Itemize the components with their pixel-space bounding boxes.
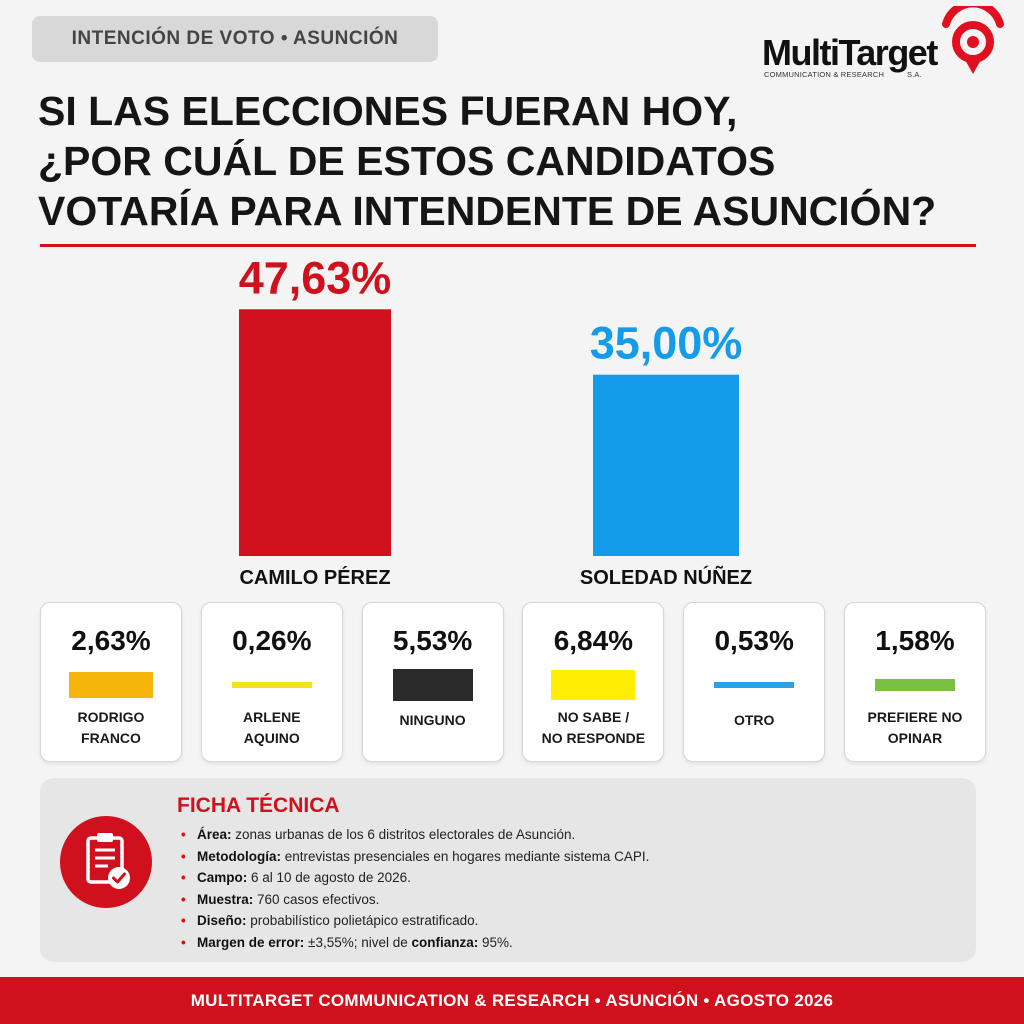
bar-0 — [239, 309, 391, 556]
option-label: PREFIERE NO OPINAR — [849, 707, 981, 749]
option-card: 5,53% NINGUNO — [361, 602, 504, 762]
option-color-swatch — [392, 669, 473, 701]
option-color-swatch — [551, 670, 636, 700]
option-label-line: OPINAR — [887, 730, 943, 746]
ficha-item: • Margen de error: ±3,55%; nivel de confi… — [181, 934, 513, 950]
bar-category-label: SOLEDAD NÚÑEZ — [580, 565, 752, 589]
option-label: NO SABE / NO RESPONDE — [527, 707, 659, 749]
option-label: OTRO — [688, 710, 820, 731]
bar-1 — [593, 374, 739, 556]
option-label-line: FRANCO — [81, 730, 141, 746]
ficha-item: • Diseño: probabilístico polietápico estr… — [181, 913, 479, 928]
bar-value-label: 47,63% — [239, 252, 392, 303]
option-value: 6,84% — [553, 625, 634, 656]
option-color-swatch — [875, 679, 955, 691]
option-card: 2,63% RODRIGO FRANCO — [40, 602, 182, 762]
option-card: 0,53% OTRO — [683, 602, 826, 762]
option-value: 5,53% — [392, 625, 473, 656]
other-options-cards: 2,63% RODRIGO FRANCO 0,26% ARLENE AQUINO 5,53%… — [40, 602, 986, 762]
option-color-swatch — [231, 682, 312, 688]
question-line: VOTARÍA PARA INTENDENTE DE ASUNCIÓN? — [38, 188, 937, 234]
option-card: 1,58% PREFIERE NO OPINAR — [844, 602, 986, 762]
option-label: RODRIGO FRANCO — [45, 707, 177, 749]
title-divider — [40, 244, 976, 247]
multitarget-logo: MultiTarget COMMUNICATION & RESEARCH S.A… — [760, 6, 1010, 80]
option-color-swatch — [69, 672, 153, 698]
option-label-line: RODRIGO — [77, 709, 145, 725]
clipboard-badge — [60, 816, 152, 908]
option-label: NINGUNO — [367, 710, 499, 731]
bar-category-label: CAMILO PÉREZ — [239, 566, 390, 589]
ficha-item: • Muestra: 760 casos efectivos. — [181, 891, 380, 907]
option-label-line: AQUINO — [243, 730, 300, 746]
option-label: ARLENE AQUINO — [206, 707, 338, 749]
option-label-line: OTRO — [733, 712, 775, 728]
logo-subtitle: COMMUNICATION & RESEARCH S.A. — [764, 70, 922, 79]
option-card: 0,26% ARLENE AQUINO — [200, 602, 343, 762]
option-value: 2,63% — [71, 625, 151, 656]
question-line: SI LAS ELECCIONES FUERAN HOY, — [38, 88, 738, 134]
option-label-line: NO RESPONDE — [541, 730, 646, 746]
clipboard-check-icon — [86, 833, 130, 889]
main-bar-chart: 47,63% CAMILO PÉREZ 35,00% SOLEDAD NÚÑEZ — [239, 252, 752, 589]
ficha-title: FICHA TÉCNICA — [177, 794, 340, 817]
ficha-tecnica-panel: FICHA TÉCNICA • Área: zonas urbanas de lo… — [40, 778, 976, 962]
option-label-line: ARLENE — [243, 709, 301, 725]
option-label-line: PREFIERE NO — [867, 709, 963, 725]
section-tag: INTENCIÓN DE VOTO • ASUNCIÓN — [32, 16, 438, 62]
survey-question: SI LAS ELECCIONES FUERAN HOY, ¿POR CUÁL … — [38, 86, 998, 236]
ficha-list: • Área: zonas urbanas de los 6 distritos … — [177, 824, 649, 953]
question-line: ¿POR CUÁL DE ESTOS CANDIDATOS — [38, 138, 776, 184]
option-label-line: NO SABE / — [557, 709, 630, 725]
ficha-item: • Metodología: entrevistas presenciales e… — [181, 848, 650, 864]
option-value: 0,26% — [232, 625, 312, 656]
footer-bar: MULTITARGET COMMUNICATION & RESEARCH • A… — [0, 977, 1024, 1024]
option-value: 0,53% — [714, 625, 794, 656]
bar-value-label: 35,00% — [590, 318, 743, 369]
ficha-item: • Campo: 6 al 10 de agosto de 2026. — [181, 870, 411, 885]
option-label-line: NINGUNO — [399, 712, 466, 728]
option-color-swatch — [714, 682, 795, 688]
option-value: 1,58% — [875, 625, 955, 656]
target-icon — [942, 6, 1004, 74]
ficha-item: • Área: zonas urbanas de los 6 distritos … — [181, 827, 576, 842]
logo-brand: MultiTarget — [762, 32, 938, 73]
option-card: 6,84% NO SABE / NO RESPONDE — [522, 602, 665, 762]
